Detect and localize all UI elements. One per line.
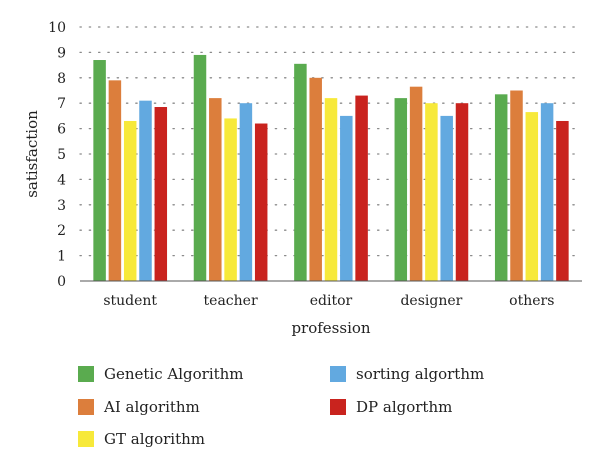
bar-student-0 xyxy=(93,60,106,281)
bar-teacher-2 xyxy=(224,118,237,281)
bar-designer-2 xyxy=(425,103,438,281)
y-tick-label: 0 xyxy=(57,274,66,290)
x-tick-label: others xyxy=(509,293,554,309)
legend-swatch-3 xyxy=(330,366,346,382)
bar-editor-0 xyxy=(294,63,307,281)
x-axis-ticks: student teacher editor designer others xyxy=(103,293,554,309)
y-axis-title: satisfaction xyxy=(23,110,41,198)
y-tick-label: 2 xyxy=(57,223,66,239)
x-tick-label: student xyxy=(103,293,157,309)
legend-label-1: AI algorithm xyxy=(103,398,200,416)
bar-designer-0 xyxy=(394,98,408,282)
y-tick-label: 1 xyxy=(57,249,66,265)
y-tick-label: 9 xyxy=(57,45,66,61)
legend-label-3: sorting algorthm xyxy=(356,365,484,383)
legend-swatch-2 xyxy=(78,431,94,447)
bars xyxy=(93,54,569,282)
bar-student-4 xyxy=(154,107,168,281)
x-tick-label: editor xyxy=(310,293,353,309)
legend-swatch-1 xyxy=(78,399,94,415)
bar-editor-1 xyxy=(309,77,322,281)
bar-editor-4 xyxy=(355,95,368,281)
y-tick-label: 3 xyxy=(57,198,66,214)
x-tick-label: teacher xyxy=(204,293,258,309)
y-tick-label: 4 xyxy=(57,172,66,188)
x-axis-title: profession xyxy=(291,319,370,337)
bar-student-1 xyxy=(108,80,122,281)
bar-student-2 xyxy=(123,120,137,281)
bar-others-1 xyxy=(510,90,523,281)
bar-teacher-4 xyxy=(254,123,268,282)
y-tick-label: 6 xyxy=(57,122,66,138)
y-tick-label: 5 xyxy=(57,147,66,163)
bar-teacher-1 xyxy=(209,98,222,282)
y-tick-label: 7 xyxy=(57,96,66,112)
bar-teacher-3 xyxy=(239,103,253,281)
bar-designer-1 xyxy=(409,86,423,281)
legend-label-2: GT algorithm xyxy=(104,430,205,448)
legend-label-4: DP algorthm xyxy=(356,398,452,416)
bar-others-2 xyxy=(525,112,539,281)
x-tick-label: designer xyxy=(400,293,462,309)
bar-others-0 xyxy=(494,94,508,281)
y-axis-ticks: 0 1 2 3 4 5 6 7 8 9 10 xyxy=(48,20,66,290)
y-tick-label: 10 xyxy=(48,20,66,36)
bar-teacher-0 xyxy=(193,54,207,281)
bar-editor-3 xyxy=(340,115,353,282)
y-tick-label: 8 xyxy=(57,71,66,87)
legend-swatch-0 xyxy=(78,366,94,382)
bar-editor-2 xyxy=(324,98,338,282)
legend-swatch-4 xyxy=(330,399,346,415)
bar-others-4 xyxy=(556,120,569,281)
bar-designer-4 xyxy=(455,103,469,281)
bar-student-3 xyxy=(139,100,152,281)
bar-designer-3 xyxy=(440,115,453,282)
bar-others-3 xyxy=(540,103,554,281)
legend: Genetic Algorithm AI algorithm GT algorith… xyxy=(78,365,484,448)
legend-label-0: Genetic Algorithm xyxy=(104,365,244,383)
